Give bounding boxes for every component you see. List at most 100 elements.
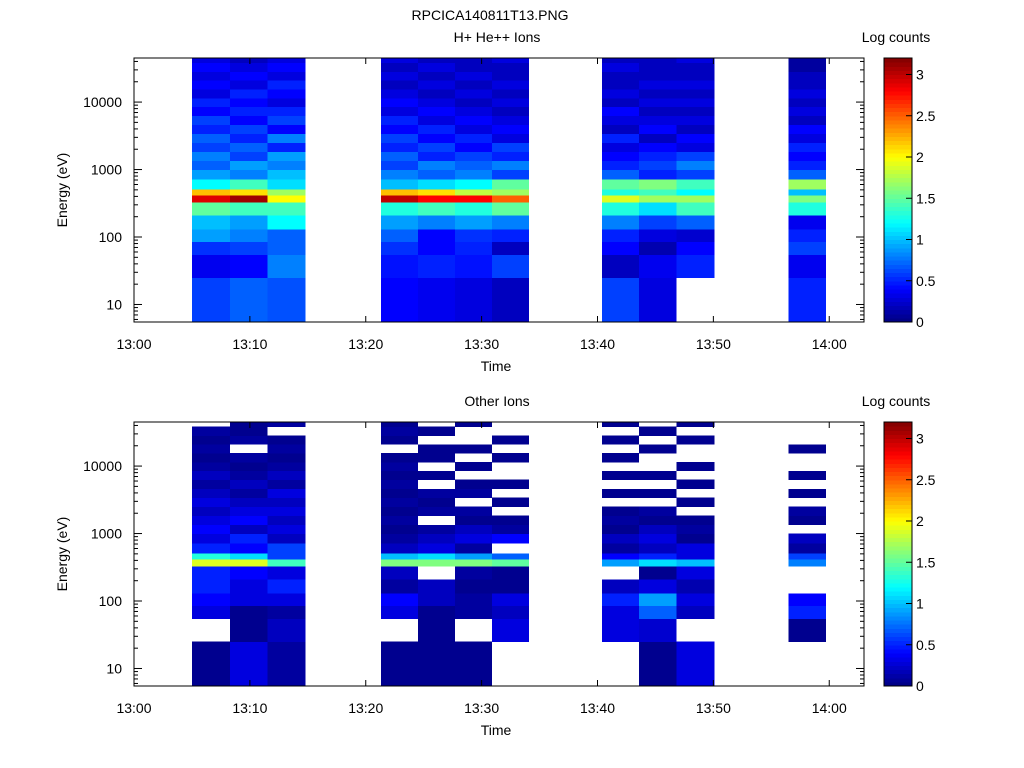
colorbar-segment: [884, 210, 912, 216]
heatmap-cell: [191, 202, 231, 216]
colorbar-segment: [884, 545, 912, 551]
heatmap-cell: [454, 194, 493, 203]
heatmap-cell: [788, 488, 826, 499]
heatmap-cell: [230, 58, 268, 63]
heatmap-cell: [492, 453, 530, 463]
figure-title: RPCICA140811T13.PNG: [412, 7, 569, 23]
heatmap-cell: [788, 58, 826, 63]
heatmap-cell: [191, 497, 231, 508]
heatmap-cell: [267, 497, 306, 508]
heatmap-cell: [602, 241, 640, 255]
heatmap-cell: [230, 71, 268, 81]
heatmap-cell: [492, 254, 530, 279]
heatmap-cell: [230, 106, 268, 117]
colorbar-segment: [884, 483, 912, 489]
heatmap-cell: [230, 618, 268, 643]
heatmap-cell: [417, 470, 455, 481]
heatmap-cell: [191, 215, 231, 230]
heatmap-cell: [380, 124, 418, 135]
heatmap-cell: [380, 461, 418, 472]
heatmap-cell: [492, 151, 530, 162]
heatmap-cell: [454, 254, 493, 279]
colorbar-segment: [884, 500, 912, 506]
colorbar-segment: [884, 264, 912, 269]
colorbar-segment: [884, 256, 912, 261]
colorbar-tick-label: 1: [916, 232, 924, 248]
heatmap-cell: [788, 89, 826, 99]
heatmap-cell: [267, 543, 306, 554]
heatmap-cell: [380, 543, 418, 554]
heatmap-cell: [191, 524, 231, 534]
colorbar-segment: [884, 235, 912, 241]
colorbar-segment: [884, 463, 912, 468]
heatmap-cell: [454, 215, 493, 230]
colorbar-segment: [884, 673, 912, 679]
heatmap-cell: [788, 215, 826, 230]
heatmap-cell: [191, 558, 231, 567]
colorbar-tick-label: 3: [916, 67, 924, 83]
heatmap-cell: [230, 124, 268, 135]
colorbar-frame: [883, 57, 913, 323]
heatmap-cell: [602, 115, 640, 126]
heatmap-cell: [267, 444, 306, 454]
heatmap-cell: [230, 426, 268, 436]
heatmap-cell: [788, 160, 826, 170]
colorbar-segment: [884, 95, 912, 100]
heatmap-cell: [267, 553, 306, 560]
heatmap-cell: [788, 470, 826, 481]
heatmap-cell: [454, 189, 493, 196]
heatmap-cell: [639, 169, 677, 180]
colorbar-segment: [884, 632, 912, 638]
heatmap-cell: [380, 229, 418, 243]
heatmap-cell: [639, 618, 677, 643]
heatmap-cell: [230, 558, 268, 567]
heatmap-cell: [639, 488, 677, 499]
colorbar-segment: [884, 591, 912, 596]
heatmap-cell: [492, 169, 530, 180]
heatmap-cell: [380, 488, 418, 499]
x-axis-label: Time: [481, 358, 512, 374]
heatmap-cell: [417, 194, 455, 203]
colorbar-segment: [884, 508, 912, 514]
colorbar-segment: [884, 603, 912, 609]
heatmap-cell: [788, 543, 826, 554]
heatmap-cell: [454, 488, 493, 499]
heatmap-cell: [492, 579, 530, 594]
colorbar-segment: [884, 595, 912, 600]
heatmap-cell: [380, 89, 418, 99]
colorbar-segment: [884, 541, 912, 547]
heatmap-cell: [417, 97, 455, 108]
heatmap-cell: [191, 277, 231, 323]
heatmap-cell: [267, 89, 306, 99]
y-axis-label: Energy (eV): [54, 153, 70, 228]
colorbar-segment: [884, 107, 912, 113]
colorbar-segment: [884, 62, 912, 67]
heatmap-cell: [380, 641, 418, 687]
heatmap-cell: [267, 202, 306, 216]
colorbar-segment: [884, 426, 912, 431]
heatmap-cell: [492, 106, 530, 117]
heatmap-cell: [602, 229, 640, 243]
heatmap-cell: [230, 80, 268, 90]
colorbar-segment: [884, 202, 912, 208]
heatmap-cell: [602, 97, 640, 108]
heatmap-cell: [191, 124, 231, 135]
heatmap-cell: [602, 470, 640, 481]
heatmap-cell: [676, 124, 715, 135]
heatmap-cell: [191, 71, 231, 81]
heatmap-cell: [492, 605, 530, 619]
heatmap-cell: [191, 194, 231, 203]
heatmap-cell: [380, 62, 418, 72]
heatmap-cell: [267, 215, 306, 230]
heatmap-cell: [639, 553, 677, 560]
heatmap-cell: [380, 71, 418, 81]
heatmap-cell: [191, 553, 231, 560]
heatmap-cell: [602, 593, 640, 607]
colorbar-segment: [884, 124, 912, 129]
heatmap-cell: [492, 593, 530, 607]
heatmap-cell: [788, 71, 826, 81]
heatmap-cell: [417, 558, 455, 567]
heatmap-cell: [639, 515, 677, 526]
colorbar-tick-label: 0.5: [916, 637, 936, 653]
